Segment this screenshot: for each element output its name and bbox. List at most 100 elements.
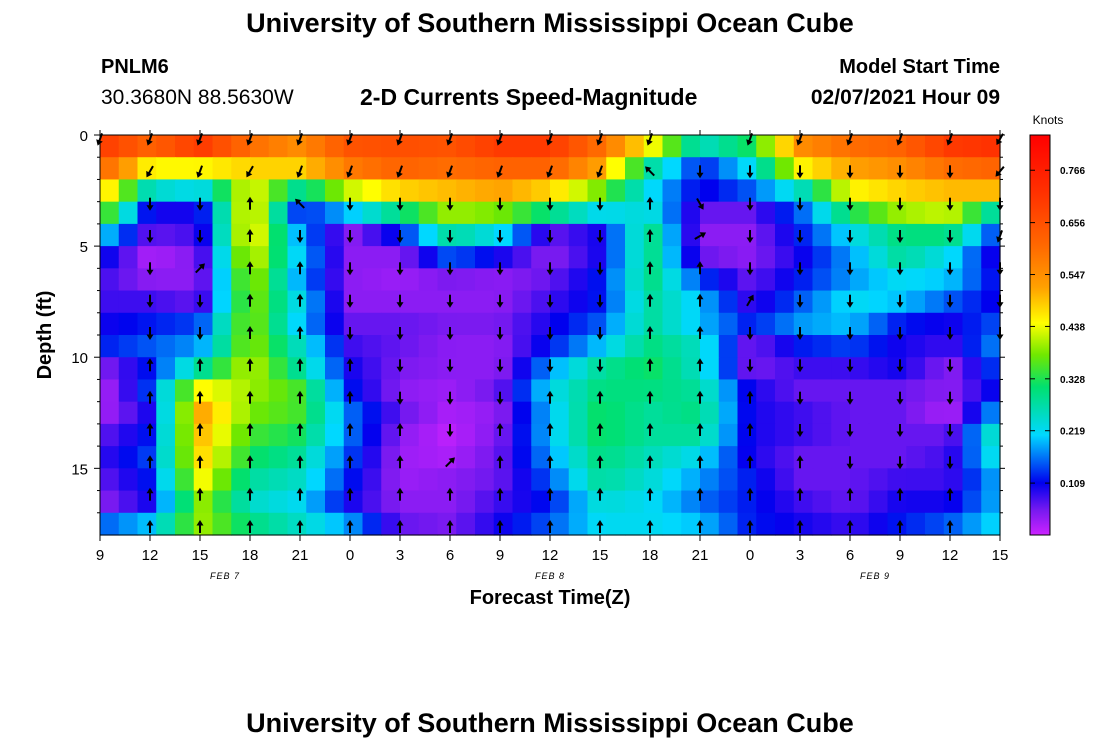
- heatmap-cell: [475, 312, 495, 336]
- heatmap-cell: [887, 401, 907, 425]
- heatmap-cell: [212, 157, 232, 181]
- heatmap-cell: [981, 401, 1001, 425]
- heatmap-cell: [418, 379, 439, 403]
- current-arrow: [946, 487, 954, 501]
- heatmap-cell: [831, 335, 851, 358]
- heatmap-cell: [268, 290, 289, 314]
- heatmap-cell: [493, 335, 514, 358]
- heatmap-cell: [906, 357, 926, 381]
- heatmap-cell: [268, 468, 289, 492]
- heatmap-cell: [831, 135, 851, 158]
- heatmap-cell: [137, 246, 157, 269]
- heatmap-cell: [156, 246, 176, 269]
- heatmap-cell: [812, 223, 832, 247]
- heatmap-cell: [137, 135, 157, 158]
- heatmap-cell: [437, 312, 457, 336]
- x-tick-label: 9: [96, 547, 104, 564]
- x-tick-label: 15: [192, 547, 209, 564]
- heatmap-cell: [456, 312, 476, 336]
- heatmap-cell: [400, 290, 420, 314]
- heatmap-cell: [343, 312, 364, 336]
- heatmap-cell: [175, 246, 195, 269]
- heatmap-cell: [362, 268, 382, 292]
- heatmap-cell: [662, 312, 682, 336]
- heatmap-cell: [906, 135, 926, 158]
- heatmap-cell: [887, 490, 907, 514]
- heatmap-cell: [831, 401, 851, 425]
- colorbar-tick-label: 0.766: [1060, 166, 1085, 177]
- product-title: 2-D Currents Speed-Magnitude: [360, 84, 698, 110]
- current-arrow: [196, 520, 204, 533]
- heatmap-cell: [643, 446, 664, 469]
- current-arrow: [146, 423, 154, 436]
- current-arrow: [546, 390, 554, 404]
- heatmap-cell: [587, 135, 607, 158]
- x-axis-label: Forecast Time(Z): [470, 587, 631, 609]
- heatmap-cell: [906, 468, 926, 492]
- heatmap-cell: [868, 179, 889, 203]
- heatmap-cell: [568, 157, 589, 181]
- heatmap-cell: [812, 357, 832, 381]
- current-arrow: [195, 263, 205, 274]
- heatmap-cell: [231, 268, 251, 292]
- heatmap-cell: [212, 179, 232, 203]
- heatmap-cell: [137, 290, 157, 314]
- heatmap-cell: [156, 423, 176, 447]
- heatmap-cell: [606, 446, 626, 469]
- x-tick-label: 3: [396, 547, 404, 564]
- heatmap-cell: [775, 290, 795, 314]
- heatmap-cell: [962, 468, 982, 492]
- heatmap-cell: [137, 468, 157, 492]
- heatmap-cell: [700, 157, 720, 181]
- heatmap-cell: [775, 157, 795, 181]
- current-arrow: [746, 520, 754, 533]
- heatmap-cell: [587, 468, 607, 492]
- heatmap-cell: [381, 379, 401, 403]
- heatmap-cell: [250, 446, 270, 469]
- current-arrow: [696, 487, 704, 501]
- heatmap-cell: [550, 379, 570, 403]
- heatmap-cell: [568, 179, 589, 203]
- current-arrow: [946, 391, 954, 405]
- heatmap-cell: [212, 135, 232, 158]
- heatmap-cell: [212, 223, 232, 247]
- current-arrow: [296, 165, 303, 178]
- heatmap-cell: [175, 290, 195, 314]
- current-arrow: [346, 327, 354, 340]
- heatmap-cell: [325, 335, 345, 358]
- current-arrow: [196, 197, 204, 211]
- heatmap-cell: [981, 179, 1001, 203]
- heatmap-cell: [137, 423, 157, 447]
- heatmap-cell: [587, 379, 607, 403]
- current-arrow: [496, 262, 504, 276]
- heatmap-cell: [475, 379, 495, 403]
- current-arrow: [396, 423, 404, 436]
- x-tick-label: 18: [642, 547, 659, 564]
- heatmap-cell: [531, 268, 551, 292]
- heatmap-cell: [418, 290, 439, 314]
- heatmap-cell: [456, 157, 476, 181]
- current-arrow: [296, 261, 304, 275]
- colorbar-tick-label: 0.109: [1060, 479, 1085, 490]
- heatmap-cell: [981, 201, 1001, 225]
- heatmap-cell: [587, 312, 607, 336]
- heatmap-cell: [568, 379, 589, 403]
- heatmap-cell: [868, 468, 889, 492]
- colorbar: [1029, 134, 1051, 536]
- y-tick-label: 0: [80, 128, 88, 145]
- heatmap-cell: [381, 423, 401, 447]
- heatmap-cell: [250, 179, 270, 203]
- heatmap-cell: [681, 290, 701, 314]
- heatmap-cell: [493, 268, 514, 292]
- heatmap-cell: [868, 290, 889, 314]
- heatmap-cell: [681, 135, 701, 158]
- heatmap-cell: [775, 201, 795, 225]
- heatmap-cell: [512, 201, 532, 225]
- footer-title: University of Southern Mississippi Ocean…: [246, 708, 854, 738]
- heatmap-cell: [718, 179, 739, 203]
- heatmap-cell: [100, 401, 120, 425]
- heatmap-cell: [156, 290, 176, 314]
- heatmap-cell: [887, 246, 907, 269]
- heatmap-cell: [456, 490, 476, 514]
- heatmap-cell: [156, 135, 176, 158]
